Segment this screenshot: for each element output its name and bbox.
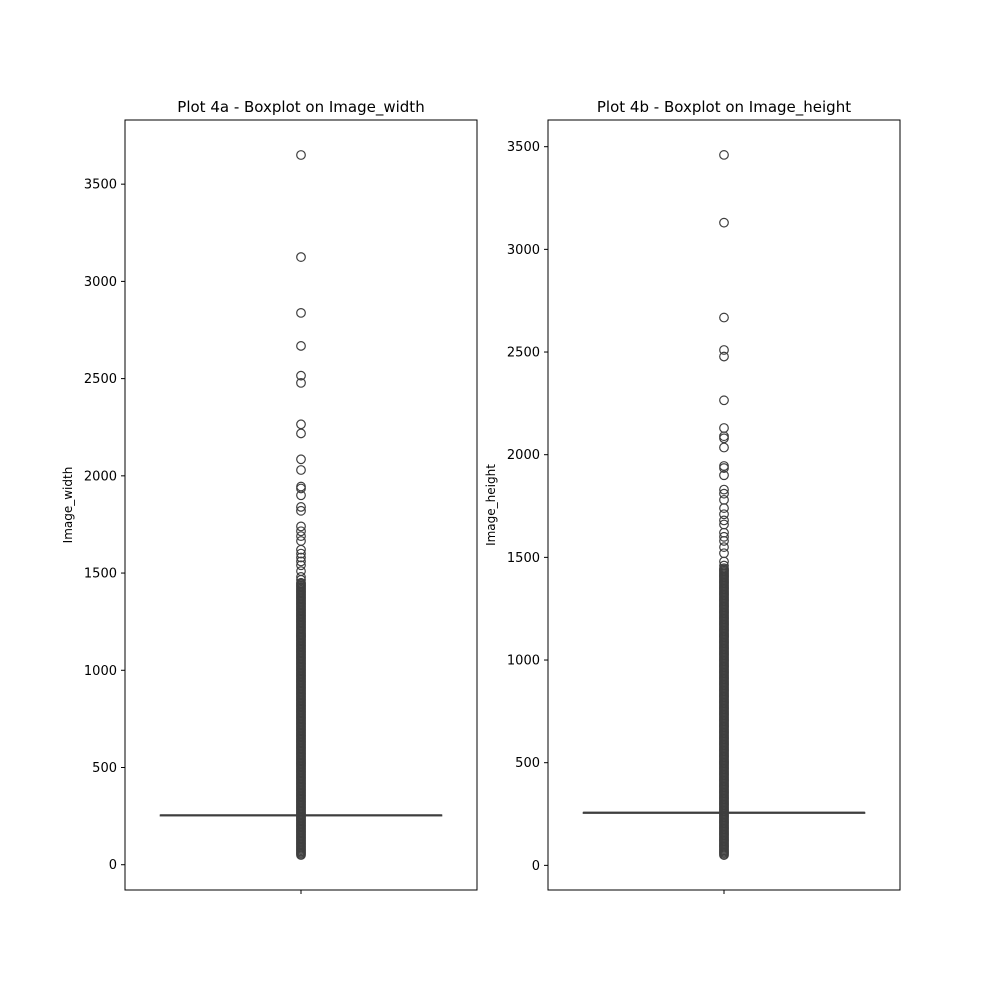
plot-4b-y-tick-label: 2500: [507, 346, 540, 361]
plot-4b-outlier-point: [719, 461, 729, 471]
plot-4b-outlier-point: [719, 488, 729, 499]
plot-4a-outlier-point: [296, 419, 306, 430]
plot-4a-outlier-point: [296, 531, 306, 542]
plot-4b-y-tick-label: 1000: [507, 654, 540, 669]
plot-4a-outlier-point: [296, 544, 306, 555]
plot-4a-outliers: [296, 150, 306, 860]
plot-4b-outlier-point: [719, 395, 729, 406]
plot-4a-outlier-point: [296, 526, 306, 537]
plot-4b-outlier-point: [719, 536, 729, 546]
plot-4a-y-tick-label: 1500: [84, 567, 117, 582]
plot-4a-outlier-point: [296, 481, 306, 492]
plot-4a-y-tick-label: 2000: [84, 469, 117, 484]
plot-4b-outlier-point: [719, 345, 729, 355]
plot-4b-outlier-point: [719, 509, 729, 520]
plot-4a-outlier-point: [296, 574, 306, 585]
plot-4b-outlier-point: [719, 542, 729, 552]
plot-4a-y-tick-label: 3000: [84, 275, 117, 290]
plot-4a-outlier-point: [296, 502, 306, 512]
plot-4a-outlier-point: [296, 370, 306, 381]
plot-4b-outlier-point: [719, 531, 729, 542]
plot-4a-outlier-point: [296, 454, 306, 465]
plot-4a-outlier-point: [296, 505, 306, 516]
plot-4b-outlier-point: [719, 431, 729, 442]
plot-4a-outlier-point: [296, 560, 306, 571]
plot-4b-outlier-point: [719, 503, 729, 513]
plot-4b-panel: Plot 4b - Boxplot on Image_height Image_h…: [484, 98, 901, 894]
plot-4b-y-tick-label: 3000: [507, 243, 540, 258]
plot-4a-outlier-point: [296, 252, 306, 262]
plot-4a-outlier-point: [296, 377, 306, 388]
plot-4a-y-tick-label: 3500: [84, 178, 117, 193]
plot-4a-outlier-point: [296, 556, 306, 567]
plot-4a-outlier-point: [296, 483, 306, 494]
plot-4a-y-tick-label: 0: [109, 858, 117, 873]
plot-4b-outlier-point: [719, 560, 729, 571]
plot-4b-outlier-point: [719, 312, 729, 323]
plot-4b-outlier-point: [719, 463, 729, 473]
plot-4b-outlier-point: [719, 548, 729, 559]
plot-4a-outlier-point: [296, 552, 306, 563]
plot-4b-outlier-point: [719, 515, 729, 526]
plot-4a-outlier-point: [296, 428, 306, 439]
plot-4b-outlier-point: [719, 351, 729, 362]
plot-4a-outlier-point: [296, 577, 306, 588]
plot-4a-outlier-point: [296, 465, 306, 475]
plot-4b-y-tick-label: 0: [532, 859, 540, 874]
plot-4a-y-tick-label: 1000: [84, 664, 117, 679]
plot-4a-y-tick-label: 500: [92, 761, 117, 776]
plot-4a-title: Plot 4a - Boxplot on Image_width: [177, 98, 424, 117]
plot-4a-panel: Plot 4a - Boxplot on Image_width Image_wi…: [61, 98, 478, 894]
plot-4b-outlier-point: [719, 484, 729, 495]
plot-4a-outlier-point: [296, 572, 306, 582]
plot-4a-outlier-point: [296, 521, 306, 532]
plot-4b-outlier-point: [719, 442, 729, 453]
plot-4a-outlier-point: [296, 341, 306, 351]
plot-4b-y-tick-label: 1500: [507, 551, 540, 566]
plot-4b-outlier-point: [719, 470, 729, 481]
plot-4b-outlier-point: [719, 433, 729, 444]
plot-4a-outlier-point: [296, 490, 306, 501]
plot-4b-y-tick-label: 2000: [507, 448, 540, 463]
plot-4b-outlier-point: [719, 217, 729, 228]
plot-4b-y-tick-label: 500: [515, 756, 540, 771]
plot-4a-outlier-point: [296, 150, 306, 160]
plot-4a-y-tick-label: 2500: [84, 372, 117, 387]
plot-4a-outlier-point: [296, 548, 306, 559]
plot-4a-y-axis-label: Image_width: [61, 467, 75, 544]
plot-4b-outlier-point: [719, 556, 729, 567]
plot-4b-outlier-point: [719, 423, 729, 433]
plot-4b-outlier-point: [719, 494, 729, 505]
plot-4b-y-axis-label: Image_height: [484, 464, 498, 546]
plot-4b-outliers: [719, 150, 729, 860]
plot-4b-y-tick-label: 3500: [507, 140, 540, 155]
plot-4a-outlier-point: [296, 307, 306, 318]
plot-4b-outlier-point: [719, 563, 729, 574]
plot-4b-outlier-point: [719, 150, 729, 160]
plot-4b-title: Plot 4b - Boxplot on Image_height: [597, 98, 851, 117]
